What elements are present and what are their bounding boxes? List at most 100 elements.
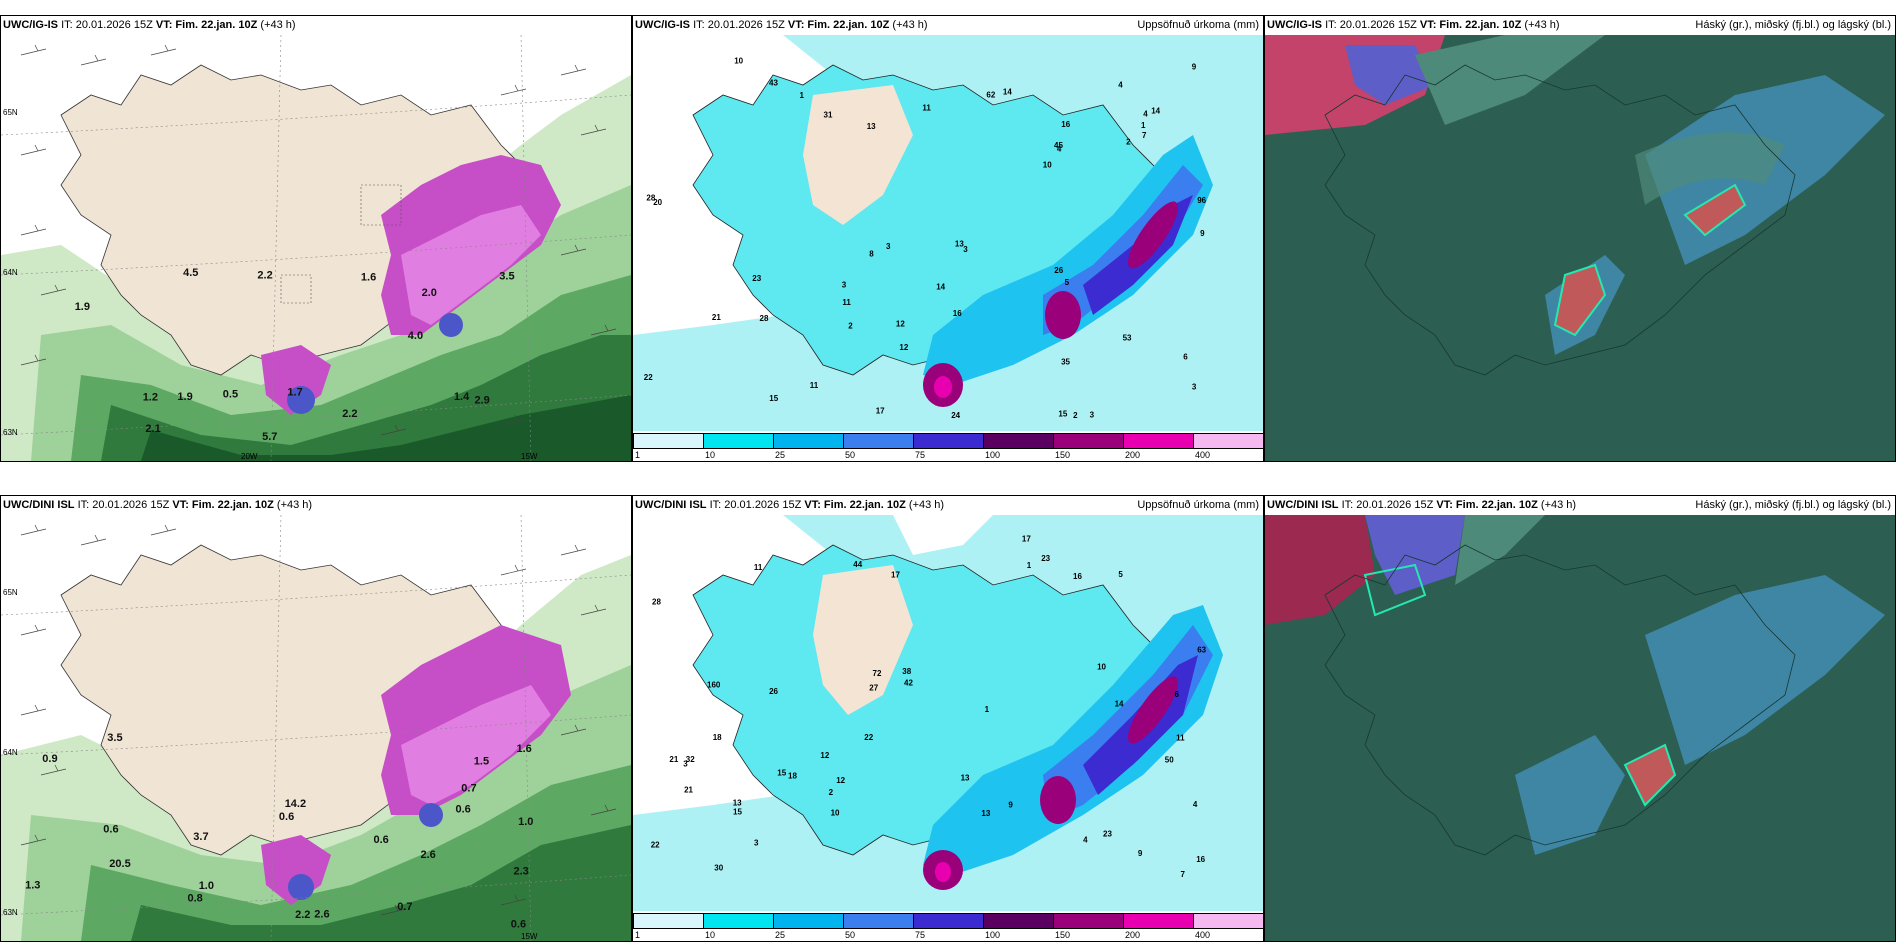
colorbar-swatch [1193, 433, 1263, 449]
map-value-label: 3 [1192, 383, 1197, 392]
lead-time: (+43 h) [908, 499, 945, 511]
model-name: UWC/DINI ISL [1267, 499, 1339, 511]
panel-title: Uppsöfnuð úrkoma (mm) [1137, 499, 1259, 511]
map-value-label: 43 [769, 78, 778, 87]
map-value-label: 2 [829, 788, 834, 797]
map-value-label: 62 [986, 90, 995, 99]
colorbar-swatch [703, 913, 774, 929]
panel-header: UWC/DINI ISL IT: 20.01.2026 15Z VT: Fim.… [1, 496, 631, 515]
map-value-label: 1.0 [518, 816, 533, 828]
map-value-label: 17 [876, 407, 885, 416]
panel-dini-wind: UWC/DINI ISL IT: 20.01.2026 15Z VT: Fim.… [0, 495, 632, 942]
map-value-label: 1.9 [75, 301, 90, 313]
map-value-label: 10 [1097, 663, 1106, 672]
map-value-label: 30 [714, 864, 723, 873]
map-value-label: 12 [836, 776, 845, 785]
colorbar-label: 200 [1125, 450, 1141, 460]
map-value-label: 13 [961, 773, 970, 782]
map-value-label: 15 [777, 769, 786, 778]
colorbar-swatch [773, 913, 844, 929]
map-value-label: 11 [1176, 733, 1185, 742]
map-value-label: 3 [1090, 411, 1095, 420]
panel-ig-wind: UWC/IG-IS IT: 20.01.2026 15Z VT: Fim. 22… [0, 15, 632, 462]
map-value-label: 1.6 [517, 743, 532, 755]
lat-label-65: 65N [3, 108, 18, 117]
map-value-label: 4 [1083, 835, 1088, 844]
map-value-label: 15 [733, 807, 742, 816]
colorbar-label: 400 [1195, 930, 1211, 940]
map-value-label: 14 [1151, 106, 1160, 115]
colorbar-label: 400 [1195, 450, 1211, 460]
wind-map: 65N 64N 63N 15W 0.6 0.6 0.7 0.6 1.0 0.8 0.6 0.6… [1, 515, 631, 941]
map-value-label: 2.6 [421, 849, 436, 861]
map-value-label: 23 [1041, 554, 1050, 563]
lon-label-15: 15W [521, 932, 538, 941]
map-value-label: 20 [653, 198, 662, 207]
map-value-label: 9 [1008, 801, 1013, 810]
colorbar-label: 10 [705, 930, 716, 940]
colorbar-swatch [633, 913, 704, 929]
lead-time: (+43 h) [1524, 19, 1560, 31]
map-value-label: 14 [1115, 699, 1124, 708]
colorbar-swatch [703, 433, 774, 449]
map-value-label: 26 [769, 687, 778, 696]
map-value-label: 1.6 [361, 272, 376, 284]
map-value-label: 21 [669, 755, 678, 764]
map-value-label: 3 [683, 760, 688, 769]
map-value-label: 11 [754, 563, 763, 572]
map-value-label: 96 [1197, 196, 1206, 205]
map-value-label: 12 [820, 751, 829, 760]
map-value-label: 1 [985, 705, 990, 714]
map-value-label: 4.5 [183, 267, 198, 279]
map-value-label: 22 [864, 733, 873, 742]
map-value-label: 0.9 [42, 753, 57, 765]
map-value-label: 2.0 [422, 287, 437, 299]
map-value-label: 5 [1065, 278, 1070, 287]
map-value-label: 4 [1057, 145, 1062, 154]
map-value-label: 13 [955, 240, 964, 249]
map-value-label: 3.5 [499, 271, 514, 283]
precip-map: 6 2 1 3 4 23 14 10 1 3 5 9 12 16 13 7 17 11 13 26 28 27 42 72 63… [633, 515, 1263, 911]
colorbar-label: 25 [775, 450, 786, 460]
map-value-label: 6 [1175, 690, 1180, 699]
colorbar-swatch [843, 913, 914, 929]
model-name: UWC/DINI ISL [3, 499, 75, 511]
colorbar-swatch [773, 433, 844, 449]
map-value-label: 0.6 [279, 811, 294, 823]
map-value-label: 1.4 [454, 391, 470, 403]
lon-label-20: 20W [241, 452, 258, 461]
map-value-label: 2.2 [257, 270, 272, 282]
map-value-label: 45 [1054, 141, 1063, 150]
colorbar-label: 100 [985, 450, 1001, 460]
map-value-label: 13 [867, 122, 876, 131]
map-value-label: 0.7 [461, 783, 476, 795]
map-value-label: 17 [1022, 535, 1031, 544]
map-value-label: 2.2 [342, 408, 357, 420]
model-name: UWC/IG-IS [635, 19, 690, 31]
precip-map: 4 3 4 3 6 3 3 2 12 28 13 15 10 9 12 15 4 3 14 11 14 2 14 20 17 35… [633, 35, 1263, 431]
map-value-label: 15 [1058, 410, 1067, 419]
panel-header: UWC/IG-IS IT: 20.01.2026 15Z VT: Fim. 22… [1265, 16, 1895, 35]
map-value-label: 13 [733, 799, 742, 808]
panel-header: UWC/DINI ISL IT: 20.01.2026 15Z VT: Fim.… [1265, 496, 1895, 515]
colorbar-swatch [1053, 913, 1124, 929]
valid-time: VT: Fim. 22.jan. 10Z [172, 499, 274, 511]
colorbar-swatch [1123, 913, 1194, 929]
map-value-label: 2.2 [295, 909, 310, 921]
map-value-label: 11 [922, 103, 931, 112]
map-value-label: 53 [1123, 334, 1132, 343]
panel-header: UWC/IG-IS IT: 20.01.2026 15Z VT: Fim. 22… [633, 16, 1263, 35]
lon-label-15: 15W [521, 452, 538, 461]
map-value-label: 50 [1165, 756, 1174, 765]
map-value-label: 44 [853, 560, 862, 569]
colorbar-swatch [1193, 913, 1263, 929]
map-value-label: 5.7 [262, 431, 277, 443]
colorbar-label: 150 [1055, 450, 1071, 460]
map-value-label: 12 [896, 320, 905, 329]
wind-map: 65N 64N 63N 20W 15W 2.9 4.0 2.2 2.1 1.9 2.2 5.… [1, 35, 631, 461]
map-value-label: 1.9 [177, 391, 192, 403]
map-value-label: 7 [1181, 870, 1186, 879]
map-value-label: 22 [651, 841, 660, 850]
map-value-label: 38 [902, 667, 911, 676]
map-value-label: 6 [1183, 353, 1188, 362]
